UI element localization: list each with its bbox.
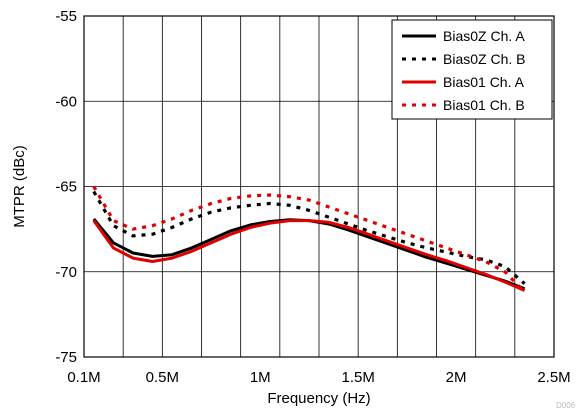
x-tick-labels: 0.1M 0.5M 1M 1.5M 2M 2.5M — [67, 369, 570, 386]
y-tick-labels: -55 -60 -65 -70 -75 — [55, 8, 77, 366]
y-tick-label: -65 — [55, 179, 77, 196]
x-tick-label: 2.5M — [537, 369, 570, 386]
y-tick-label: -70 — [55, 264, 77, 281]
y-tick-label: -60 — [55, 93, 77, 110]
x-tick-label: 1.5M — [341, 369, 374, 386]
legend: Bias0Z Ch. A Bias0Z Ch. B Bias01 Ch. A Bias… — [391, 19, 553, 120]
series-lines — [92, 185, 526, 294]
legend-label-4: Bias01 Ch. B — [443, 97, 525, 113]
series-line-4 — [92, 185, 526, 294]
figure-id-label: D006 — [556, 401, 576, 410]
legend-label-2: Bias0Z Ch. B — [443, 51, 525, 67]
y-tick-label: -55 — [55, 8, 77, 25]
legend-label-1: Bias0Z Ch. A — [443, 28, 525, 44]
series-line-2 — [92, 190, 526, 285]
y-axis-title: MTPR (dBc) — [11, 145, 28, 228]
x-tick-label: 0.5M — [146, 369, 179, 386]
y-tick-label: -75 — [55, 349, 77, 366]
x-tick-label: 0.1M — [67, 369, 100, 386]
x-tick-label: 2M — [446, 369, 467, 386]
x-axis-title: Frequency (Hz) — [267, 390, 370, 407]
plot-frame — [83, 15, 555, 358]
legend-label-3: Bias01 Ch. A — [443, 74, 525, 90]
series-line-3 — [92, 219, 526, 292]
x-tick-label: 1M — [250, 369, 271, 386]
